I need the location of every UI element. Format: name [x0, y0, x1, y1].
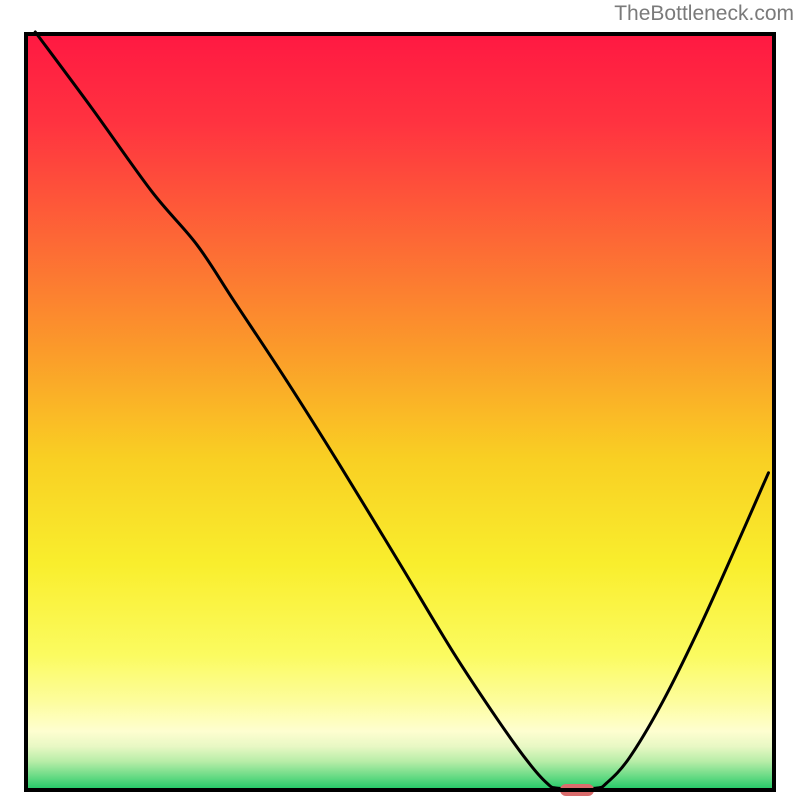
plot-area — [24, 32, 776, 792]
watermark-text: TheBottleneck.com — [614, 2, 794, 26]
valley-marker — [560, 784, 594, 796]
curve-line — [24, 32, 776, 792]
chart-container: TheBottleneck.com — [0, 0, 800, 800]
